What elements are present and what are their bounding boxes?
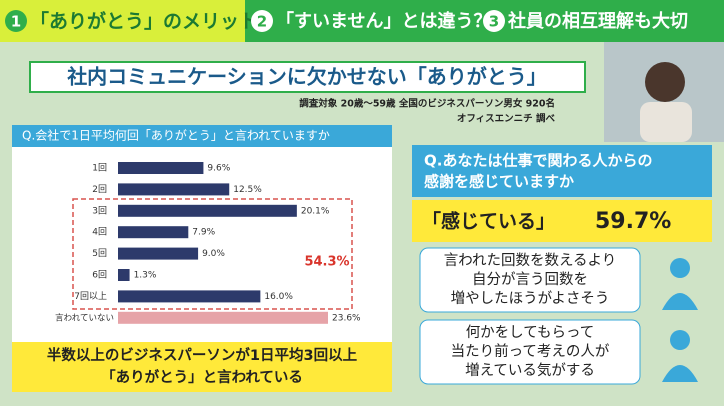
tab-number-bg [251, 10, 273, 32]
bar [118, 247, 199, 260]
bar [118, 290, 261, 303]
conclusion: 半数以上のビジネスパーソンが1日平均3回以上 [47, 346, 358, 364]
category-label: 3回 [92, 205, 107, 216]
value-label: 7.9% [192, 228, 215, 238]
person-icon [662, 293, 698, 310]
source: 調査対象 20歳～59歳 全国のビジネスパーソン男女 920名 [299, 98, 555, 110]
category-label: 言われていない [55, 312, 114, 323]
value-label: 23.6% [332, 313, 361, 323]
answer-box [412, 200, 712, 242]
category-label: 5回 [92, 248, 107, 259]
conclusion-box [12, 342, 392, 392]
answer-value: 59.7% [595, 209, 671, 234]
comment: 増えている気がする [465, 362, 595, 379]
anchor-head [645, 62, 685, 102]
value-label: 1.3% [134, 271, 157, 281]
question-box [412, 145, 712, 197]
tab-number: 2 [257, 13, 267, 31]
tab-label: 社員の相互理解も大切 [508, 10, 688, 32]
comment: 増やしたほうがよさそう [451, 290, 610, 307]
comment: 何かをしてもらって [466, 324, 595, 341]
category-label: 2回 [92, 184, 107, 195]
source: オフィスエンニチ 調べ [457, 113, 556, 125]
comment-bubble [419, 247, 641, 313]
comment: 言われた回数を数えるより [444, 252, 617, 269]
bar [118, 269, 130, 281]
title-box [29, 61, 586, 93]
value-label: 9.6% [207, 164, 230, 174]
anchor-body [640, 102, 692, 142]
category-label: 7回以上 [74, 291, 107, 302]
comment: 当たり前って考えの人が [451, 343, 610, 360]
category-label: 1回 [92, 163, 107, 174]
comment: 自分が言う回数を [472, 271, 588, 288]
annotation: 54.3% [304, 255, 349, 270]
bar [118, 204, 297, 217]
answer: 「感じている」 [422, 210, 555, 233]
bar [118, 183, 230, 196]
tab-number: 1 [11, 13, 21, 31]
person-icon [670, 330, 690, 350]
value-label: 16.0% [264, 292, 293, 302]
panel-title: 社内コミュニケーションに欠かせない「ありがとう」 [66, 65, 547, 89]
chart-panel [12, 125, 392, 343]
question: 感謝を感じていますか [424, 173, 574, 191]
tab-label: 「すいません」とは違う？ [276, 10, 491, 32]
active-tab [0, 0, 245, 42]
highlight-box [72, 198, 353, 310]
category-label: 6回 [92, 270, 107, 281]
value-label: 20.1% [301, 206, 330, 216]
bar [118, 311, 328, 324]
value-label: 9.0% [202, 249, 225, 259]
tab-number-bg [5, 10, 27, 32]
value-label: 12.5% [233, 185, 262, 195]
question: Q.あなたは仕事で関わる人からの [424, 152, 652, 170]
comment-bubble [419, 319, 641, 385]
conclusion: 「ありがとう」と言われている [101, 368, 303, 386]
category-label: 4回 [92, 227, 107, 238]
tab-number-bg [483, 10, 505, 32]
tab-number: 3 [489, 13, 499, 31]
chart-title: Q.会社で1日平均何回「ありがとう」と言われていますか [22, 128, 330, 143]
tab-label: 「ありがとう」のメリット [30, 10, 258, 33]
person-icon [662, 365, 698, 382]
bar [118, 226, 189, 239]
bar [118, 162, 204, 174]
person-icon [670, 258, 690, 278]
chart-header [12, 125, 392, 147]
